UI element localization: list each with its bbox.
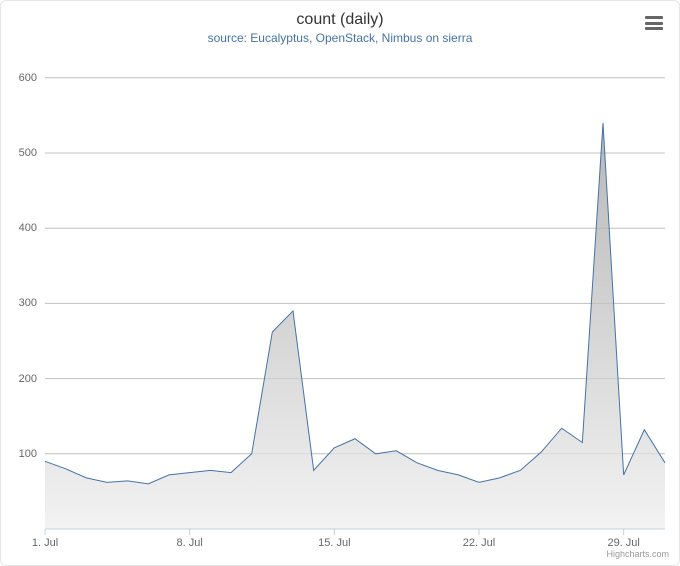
x-tick-label: 22. Jul [463, 537, 495, 549]
chart-svg [45, 59, 665, 529]
y-tick-label: 600 [1, 72, 37, 84]
chart-credits[interactable]: Highcharts.com [606, 549, 669, 559]
y-tick-label: 100 [1, 448, 37, 460]
x-tick-label: 29. Jul [607, 537, 639, 549]
chart-subtitle: source: Eucalyptus, OpenStack, Nimbus on… [1, 31, 679, 45]
chart-menu-button[interactable] [643, 13, 665, 33]
x-tick-label: 8. Jul [177, 537, 203, 549]
x-tick-label: 15. Jul [318, 537, 350, 549]
x-tick-label: 1. Jul [32, 537, 58, 549]
y-tick-label: 400 [1, 222, 37, 234]
plot-area [45, 59, 665, 529]
y-tick-label: 200 [1, 373, 37, 385]
y-tick-label: 300 [1, 297, 37, 309]
y-tick-label: 500 [1, 147, 37, 159]
chart-title: count (daily) [1, 11, 679, 29]
chart-container: count (daily) source: Eucalyptus, OpenSt… [0, 0, 680, 566]
